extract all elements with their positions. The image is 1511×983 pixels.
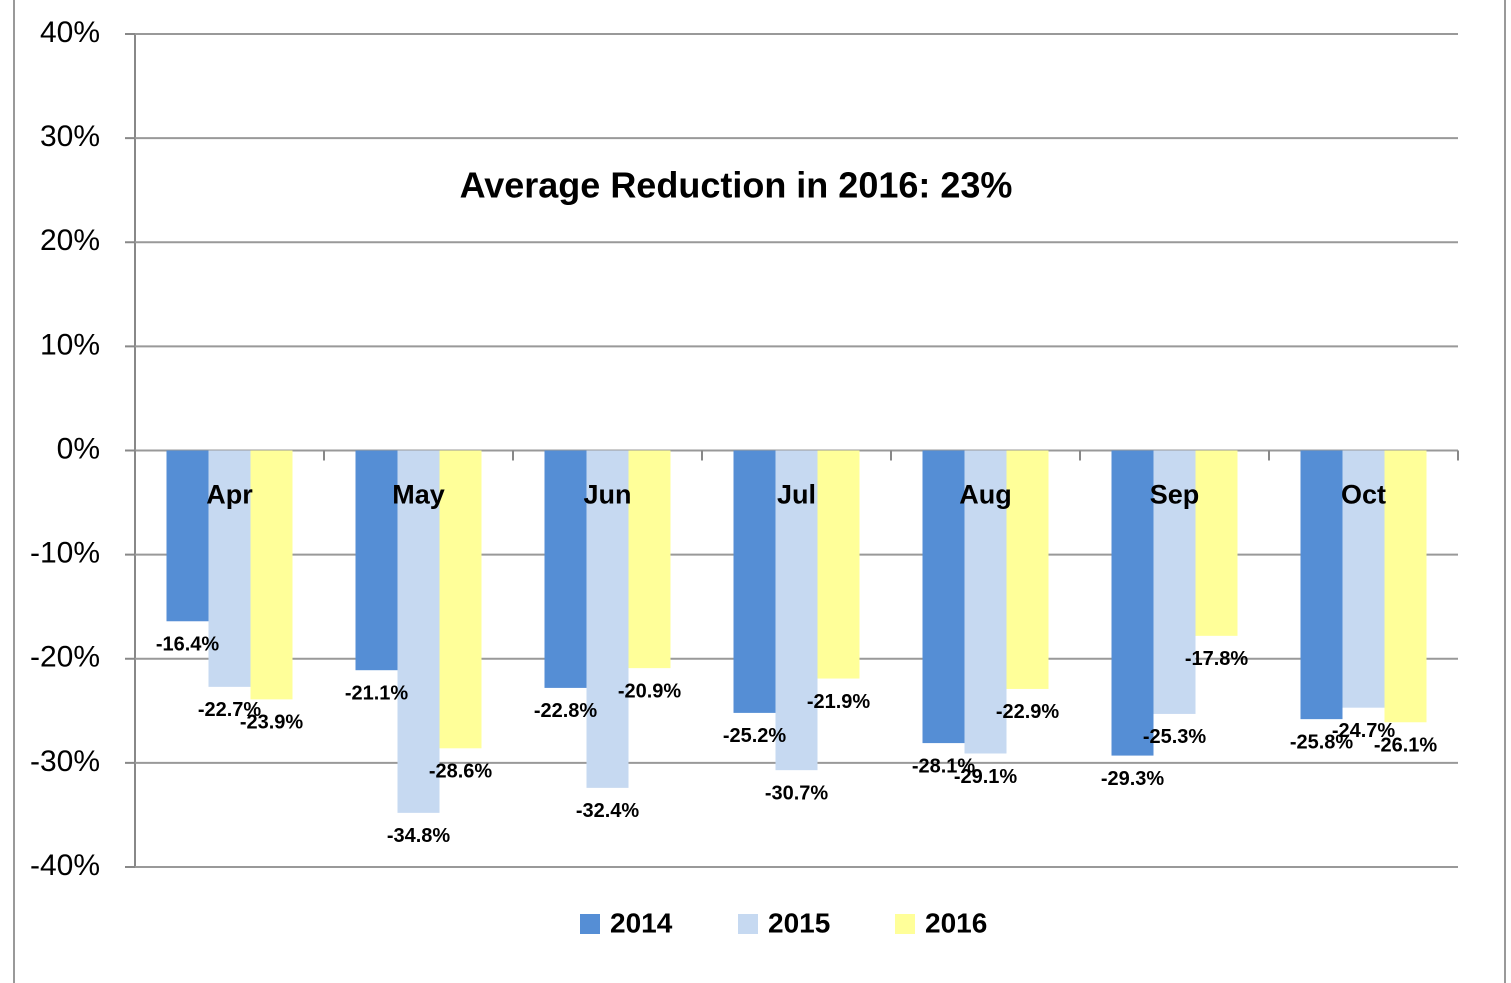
bar [544,450,587,688]
y-tick-label: 10% [40,328,100,361]
annotation: Average Reduction in 2016: 23% [460,165,1013,206]
bar [1300,450,1343,720]
bar [1195,450,1238,636]
y-tick-label: -30% [30,745,100,778]
legend-label: 2016 [925,907,987,938]
bar [964,450,1007,754]
data-label: -32.4% [576,800,640,822]
data-label: -28.1% [912,755,976,777]
y-tick-label: 20% [40,224,100,257]
data-label: -29.3% [1101,768,1165,790]
bar [817,450,860,679]
bar [586,450,629,788]
bar [628,450,671,669]
data-label: -22.8% [534,700,598,722]
data-label: -24.7% [1332,720,1396,742]
bar [166,450,209,622]
bar [1111,450,1154,756]
y-tick-label: -20% [30,641,100,674]
data-label: -20.9% [618,680,682,702]
y-tick-label: -40% [30,849,100,882]
legend-label: 2015 [768,907,830,938]
data-label: -25.8% [1290,731,1354,753]
data-label: -16.4% [156,634,220,656]
data-label: -29.1% [954,766,1018,788]
data-label: -17.8% [1185,648,1249,670]
x-tick-label: Jun [583,480,631,510]
data-label: -23.9% [240,712,304,734]
x-tick-label: Sep [1150,480,1200,510]
data-label: -25.2% [723,725,787,747]
data-label: -34.8% [387,825,451,847]
bar [1153,450,1196,714]
data-label: -22.9% [996,701,1060,723]
y-tick-label: -10% [30,537,100,570]
legend-swatch [895,914,915,934]
data-label: -26.1% [1374,735,1438,757]
y-tick-label: 40% [40,16,100,49]
bar [922,450,965,744]
bar [1006,450,1049,689]
legend-swatch [738,914,758,934]
bar [733,450,776,713]
y-tick-label: 0% [57,432,100,465]
bar [775,450,818,771]
x-tick-label: Apr [206,480,253,510]
data-label: -30.7% [765,782,829,804]
bar [250,450,293,700]
bar [208,450,251,687]
legend-swatch [580,914,600,934]
x-tick-label: Oct [1341,480,1386,510]
bar [355,450,398,671]
bar [397,450,440,813]
data-label: -25.3% [1143,726,1207,748]
data-label: -21.9% [807,691,871,713]
legend-label: 2014 [610,907,673,938]
x-tick-label: May [392,480,445,510]
bar [1384,450,1427,723]
data-label: -22.7% [198,699,262,721]
bar [1342,450,1385,708]
data-label: -21.1% [345,682,409,704]
bar [439,450,482,749]
x-tick-label: Aug [959,480,1011,510]
y-tick-label: 30% [40,120,100,153]
data-label: -28.6% [429,761,493,783]
x-tick-label: Jul [777,480,816,510]
